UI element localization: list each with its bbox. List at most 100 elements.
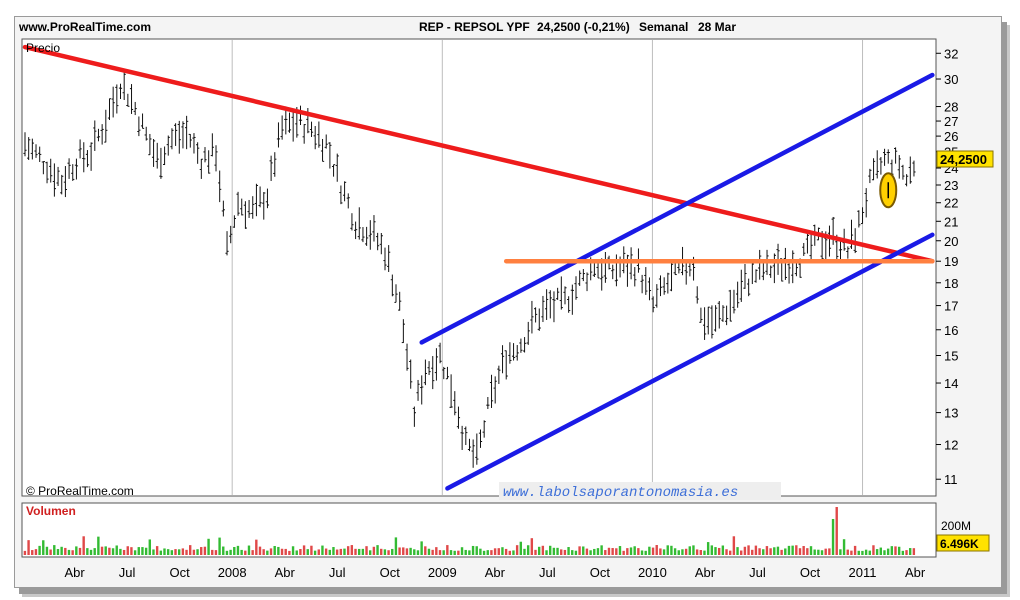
- volume-bar: [258, 546, 262, 555]
- x-tick-label: Oct: [380, 565, 401, 580]
- volume-bar: [321, 545, 324, 555]
- volume-bar: [424, 546, 427, 555]
- volume-bar: [589, 550, 592, 555]
- volume-bar: [872, 545, 875, 555]
- volume-bar: [629, 547, 633, 555]
- volume-bar: [725, 549, 728, 555]
- volume-bar: [820, 550, 824, 555]
- volume-bar: [391, 548, 394, 555]
- volume-bar: [758, 548, 761, 555]
- volume-bar: [486, 550, 489, 555]
- quote-value: 24,2500 (-0,21%): [537, 20, 630, 34]
- volume-bar: [130, 547, 133, 555]
- volume-bar: [27, 540, 30, 555]
- volume-bar: [273, 545, 276, 555]
- volume-bar: [515, 545, 519, 555]
- volume-bar: [534, 549, 537, 555]
- y-tick-label: 15: [944, 349, 958, 364]
- period-label: Semanal: [639, 20, 688, 34]
- x-tick-label: Abr: [64, 565, 85, 580]
- volume-bar: [684, 548, 688, 555]
- volume-bar: [339, 548, 343, 555]
- volume-bar: [372, 546, 376, 555]
- volume-bar: [493, 548, 497, 555]
- volume-bar: [324, 548, 328, 555]
- volume-bar: [177, 549, 181, 555]
- volume-bar: [490, 550, 493, 555]
- y-tick-label: 26: [944, 129, 958, 144]
- volume-bar: [247, 545, 251, 555]
- x-tick-label: 2008: [218, 565, 247, 580]
- volume-bar: [317, 549, 320, 555]
- y-tick-label: 18: [944, 276, 958, 291]
- volume-bar: [784, 548, 787, 555]
- volume-bar: [86, 548, 89, 555]
- volume-bar: [593, 548, 596, 555]
- volume-bar: [93, 548, 96, 555]
- volume-bar: [460, 547, 464, 555]
- volume-bar: [795, 545, 798, 555]
- volume-bar: [791, 545, 794, 555]
- volume-bar: [835, 507, 838, 555]
- volume-bar: [464, 549, 467, 555]
- volume-bar: [846, 549, 849, 555]
- volume-bar: [398, 547, 401, 555]
- x-tick-label: 2011: [849, 565, 877, 580]
- y-tick-label: 30: [944, 72, 958, 87]
- volume-bar: [251, 550, 254, 555]
- volume-bar: [42, 540, 45, 555]
- volume-bar: [626, 548, 629, 555]
- y-tick-label: 12: [944, 438, 958, 453]
- volume-scale-label: 200M: [941, 519, 971, 533]
- volume-bar: [574, 550, 578, 555]
- y-tick-label: 23: [944, 178, 958, 193]
- volume-bar: [82, 536, 85, 555]
- site-url[interactable]: www.ProRealTime.com: [18, 20, 151, 34]
- volume-bar: [582, 546, 585, 555]
- volume-bar: [405, 548, 409, 555]
- volume-bar: [328, 549, 331, 555]
- volume-bar: [571, 550, 574, 555]
- volume-bar: [677, 550, 680, 555]
- y-tick-label: 11: [944, 472, 958, 487]
- volume-bar: [545, 550, 548, 555]
- volume-bar: [648, 546, 651, 555]
- volume-bar: [875, 549, 879, 555]
- x-tick-label: Oct: [170, 565, 191, 580]
- volume-bar: [350, 545, 354, 555]
- volume-bar: [431, 549, 434, 555]
- volume-bar: [306, 549, 309, 555]
- volume-bar: [189, 545, 192, 555]
- x-tick-label: Abr: [485, 565, 506, 580]
- volume-bar: [174, 549, 177, 555]
- volume-bar: [890, 546, 894, 555]
- volume-bar: [416, 550, 420, 555]
- volume-bar: [839, 549, 842, 555]
- volume-bar: [773, 547, 776, 555]
- volume-bar: [714, 547, 717, 555]
- volume-bar: [673, 548, 677, 555]
- volume-bar: [666, 545, 669, 555]
- y-tick-label: 28: [944, 100, 958, 115]
- volume-bar: [449, 550, 453, 555]
- volume-bar: [699, 550, 703, 555]
- volume-bar: [501, 547, 504, 555]
- volume-bar: [163, 548, 166, 555]
- volume-bar: [126, 546, 129, 555]
- volume-bar: [695, 549, 699, 555]
- volume-bar: [802, 546, 805, 555]
- volume-bar: [861, 550, 864, 555]
- volume-bar: [335, 549, 339, 555]
- volume-bar: [71, 550, 74, 555]
- volume-bar: [504, 548, 508, 555]
- volume-bar: [710, 545, 714, 555]
- volume-bar: [284, 548, 287, 555]
- volume-bar: [901, 550, 905, 555]
- volume-bar: [365, 546, 368, 555]
- volume-bar: [152, 549, 155, 555]
- volume-bar: [233, 547, 236, 555]
- volume-bar: [512, 550, 515, 555]
- volume-bar: [383, 549, 387, 555]
- x-tick-label: Abr: [905, 565, 926, 580]
- volume-bar: [530, 538, 534, 555]
